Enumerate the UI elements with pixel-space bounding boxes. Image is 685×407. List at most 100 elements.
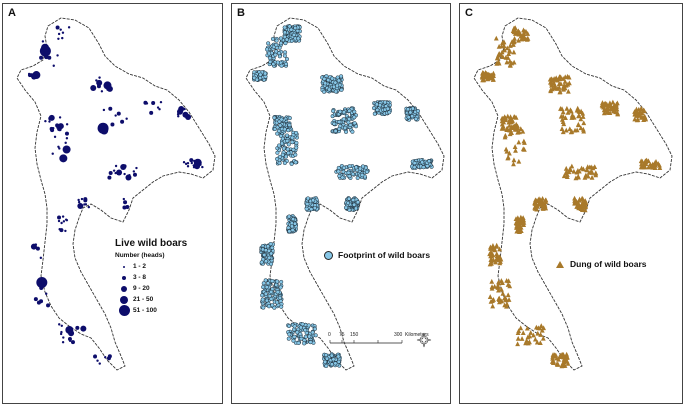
footprint-point	[275, 150, 280, 155]
dung-point	[497, 299, 502, 305]
boar-sighting-point	[53, 135, 57, 139]
dung-point	[495, 285, 501, 290]
boar-sighting-point	[77, 200, 81, 204]
footprint-point	[269, 296, 274, 302]
dung-point	[569, 112, 575, 118]
dung-point	[563, 165, 569, 171]
footprint-point	[303, 334, 308, 339]
footprint-point	[282, 160, 287, 165]
boar-sighting-point	[57, 32, 61, 36]
boar-sighting-point	[52, 64, 55, 67]
dung-point	[565, 88, 571, 94]
thailand-map	[245, 17, 445, 371]
boar-sighting-point	[112, 169, 116, 172]
footprint-point	[279, 63, 284, 68]
boar-sighting-point	[114, 164, 118, 168]
footprint-point	[347, 108, 352, 113]
dung-point	[576, 108, 582, 114]
boar-sighting-point	[123, 200, 128, 205]
dung-point	[604, 109, 610, 115]
footprint-point	[360, 164, 366, 169]
footprint-point	[346, 196, 352, 201]
boar-sighting-point	[62, 220, 66, 223]
boar-sighting-point	[90, 84, 97, 91]
legend: Dung of wild boars	[556, 259, 647, 269]
dung-point	[520, 128, 526, 134]
dung-point	[520, 330, 526, 336]
boar-sighting-point	[70, 340, 75, 345]
footprint-point	[279, 304, 284, 309]
footprint-point	[351, 197, 356, 202]
boar-sighting-point	[189, 158, 194, 163]
footprint-point	[285, 138, 290, 143]
dung-point	[524, 37, 530, 42]
footprint-point	[375, 107, 380, 112]
footprint-point	[252, 75, 257, 80]
footprint-point	[371, 106, 377, 111]
boar-sighting-point	[192, 166, 196, 169]
footprint-point	[304, 206, 309, 211]
footprint-point	[327, 87, 332, 92]
dung-point	[499, 286, 504, 292]
dung-point	[557, 74, 562, 79]
dung-point	[500, 280, 505, 285]
dung-point	[564, 351, 570, 357]
boar-sighting-point	[123, 172, 126, 176]
footprint-point	[279, 141, 285, 146]
boar-sighting-point	[61, 215, 65, 218]
dung-point	[600, 100, 605, 105]
dung-point	[507, 122, 512, 128]
boar-sighting-point	[60, 324, 63, 327]
dung-point	[569, 115, 575, 120]
boar-sighting-point	[156, 106, 160, 109]
dung-point	[524, 325, 530, 331]
boar-sighting-point	[87, 205, 91, 209]
boar-sighting-point	[151, 100, 156, 105]
dung-point	[512, 114, 518, 120]
dung-point	[518, 220, 524, 226]
dung-points	[479, 25, 663, 369]
boar-sighting-point	[57, 219, 61, 223]
footprint-point	[286, 128, 291, 133]
footprint-point	[292, 32, 297, 37]
footprint-point	[308, 340, 313, 345]
dung-point	[537, 325, 543, 331]
footprint-point	[260, 293, 265, 298]
boar-sighting-point	[184, 162, 188, 166]
boar-sighting-point	[64, 141, 67, 145]
footprint-point	[277, 295, 282, 300]
footprint-point	[284, 37, 289, 42]
dung-point	[572, 127, 578, 133]
footprint-point	[290, 140, 295, 145]
dung-point	[633, 110, 639, 116]
dung-point	[501, 43, 507, 49]
dung-triangle-icon	[556, 260, 564, 268]
footprint-point	[282, 53, 287, 58]
panel-footprint: B Footprint of wild boars 0 75 150 300 K…	[231, 3, 451, 404]
boar-sighting-point	[47, 55, 52, 60]
boar-sighting-point	[48, 114, 55, 121]
boar-sighting-point	[108, 170, 113, 175]
footprint-point	[335, 83, 340, 88]
dung-point	[549, 76, 555, 82]
dung-point	[541, 325, 547, 331]
footprint-point	[267, 255, 272, 260]
boar-sighting-point	[199, 162, 202, 165]
boar-sighting-point	[65, 123, 69, 126]
dung-point	[506, 51, 512, 57]
footprint-point	[332, 121, 337, 126]
boar-sighting-point	[39, 256, 43, 260]
dung-point	[500, 290, 506, 296]
footprint-point	[266, 248, 271, 253]
boar-sighting-point	[55, 25, 60, 30]
boar-sighting-point	[39, 55, 44, 60]
boar-sighting-point	[102, 108, 106, 112]
dung-point	[637, 108, 643, 114]
footprint-point	[286, 323, 292, 329]
footprint-point	[265, 244, 271, 249]
dung-point	[485, 76, 490, 81]
boar-sightings	[27, 25, 204, 365]
footprint-point	[286, 225, 291, 230]
dung-point	[514, 125, 520, 130]
dung-point	[542, 205, 548, 210]
